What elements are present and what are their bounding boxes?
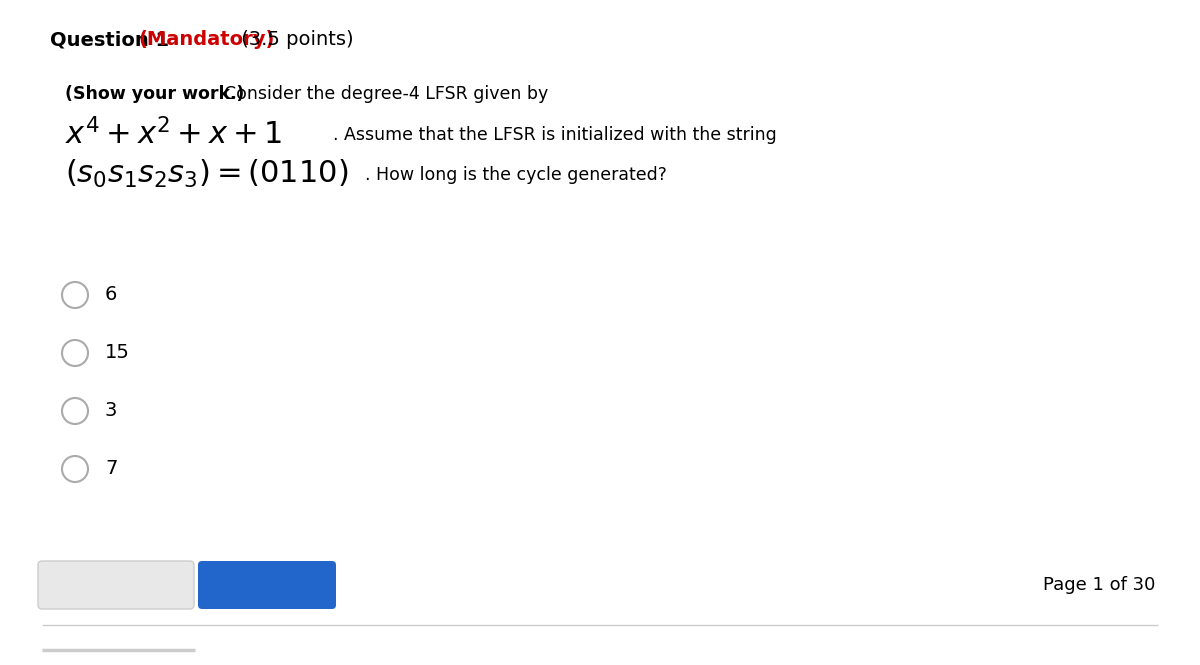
Text: 6: 6 [106,285,118,305]
Text: . How long is the cycle generated?: . How long is the cycle generated? [365,166,667,184]
FancyBboxPatch shape [198,561,336,609]
Text: . Assume that the LFSR is initialized with the string: . Assume that the LFSR is initialized wi… [334,126,776,144]
Text: Consider the degree-4 LFSR given by: Consider the degree-4 LFSR given by [214,85,548,103]
Text: $(s_0 s_1 s_2 s_3) = (0110)$: $(s_0 s_1 s_2 s_3) = (0110)$ [65,158,348,190]
Text: Previous Page: Previous Page [62,577,169,593]
Text: Question 1: Question 1 [50,30,176,49]
FancyBboxPatch shape [38,561,194,609]
Text: 7: 7 [106,460,118,479]
Text: Page 1 of 30: Page 1 of 30 [1043,576,1154,594]
Text: (Mandatory): (Mandatory) [138,30,275,49]
Text: 3: 3 [106,402,118,420]
Text: 15: 15 [106,344,130,362]
Text: (3.5 points): (3.5 points) [235,30,354,49]
Text: (Show your work.): (Show your work.) [65,85,245,103]
Text: $x^4 + x^2 + x + 1$: $x^4 + x^2 + x + 1$ [65,118,282,150]
Text: Next Page: Next Page [223,577,311,593]
